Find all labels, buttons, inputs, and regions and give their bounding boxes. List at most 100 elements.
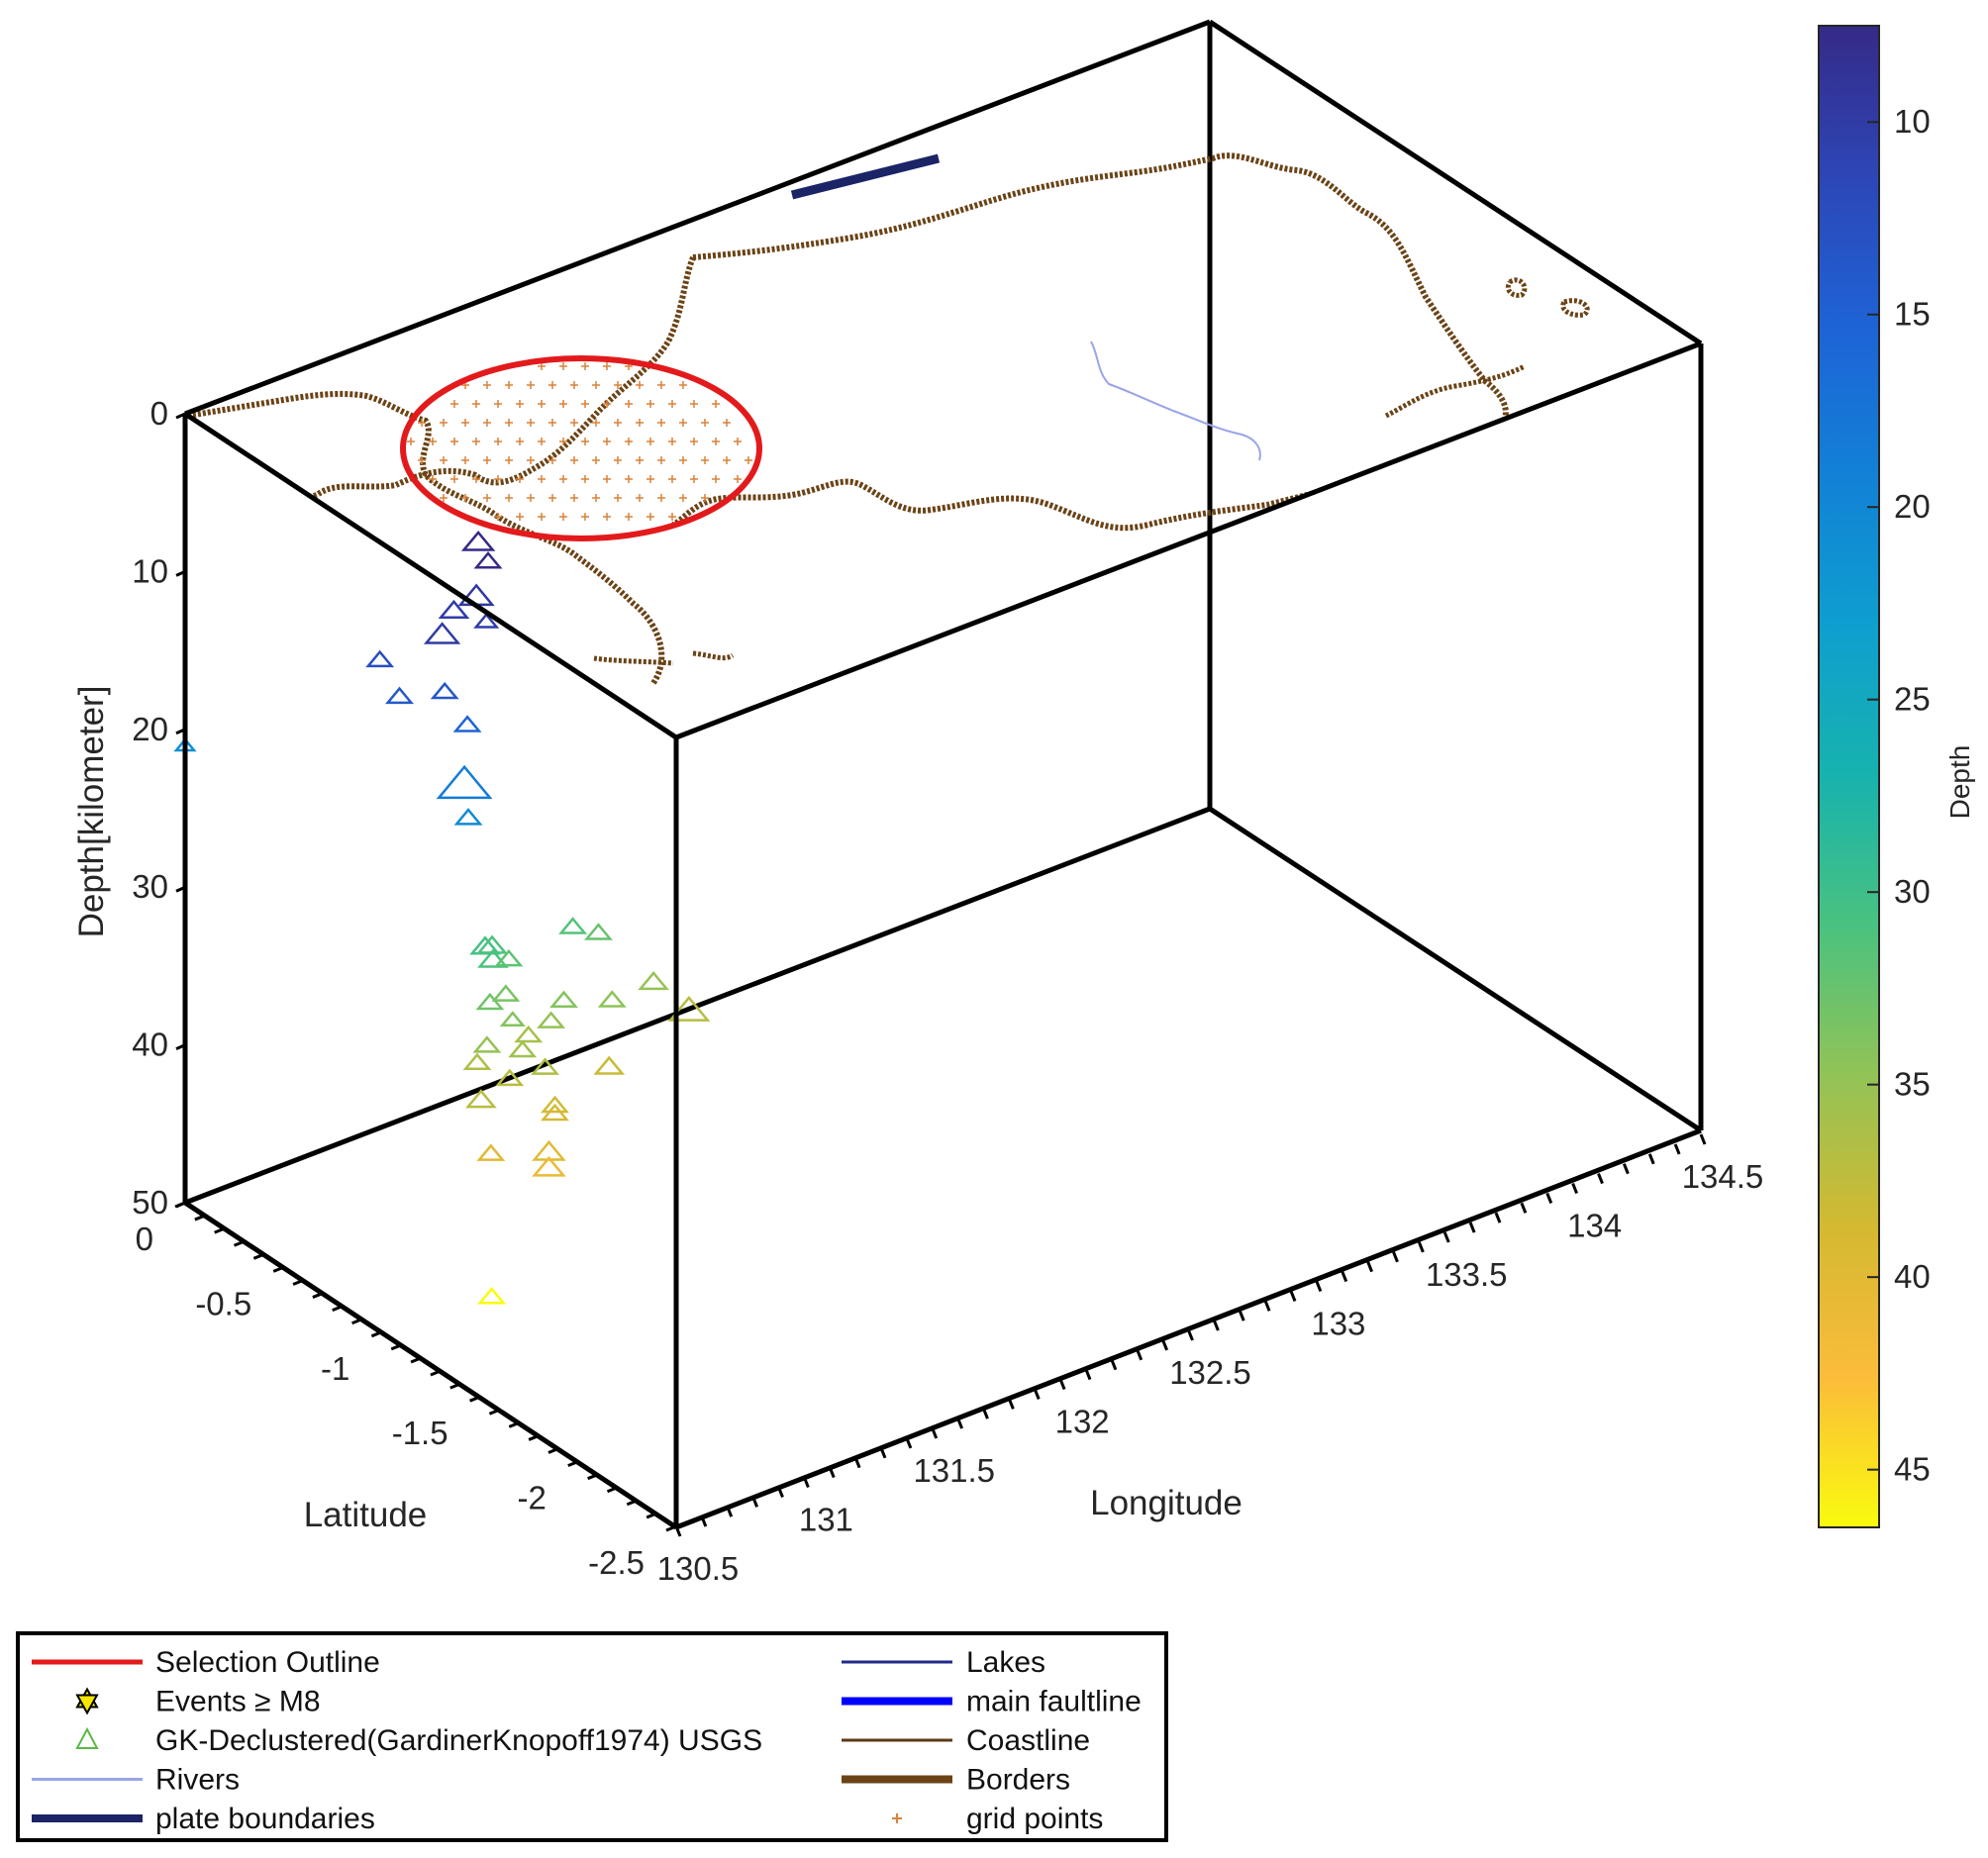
grid-point [559,513,567,521]
x-tick-mark [982,1408,989,1419]
x-tick-mark [1545,1192,1553,1204]
y-tick-label: -2.5 [588,1544,645,1581]
grid-point [483,494,491,502]
z-tick-label: 20 [132,711,168,747]
event-marker-triangle [423,622,461,644]
x-tick-mark [1238,1310,1245,1321]
legend-item: main faultline [842,1686,1142,1718]
grid-point [625,438,633,445]
grid-point [461,456,469,464]
y-tick-mark [292,1279,304,1286]
grid-point [614,494,622,502]
y-tick-label: -0.5 [195,1285,251,1321]
x-tick-mark [1033,1388,1041,1400]
x-tick-mark [1597,1173,1604,1185]
grid-point [701,419,709,427]
colorbar-tick-label: 45 [1894,1451,1931,1488]
y-tick-mark [332,1305,344,1313]
y-tick-label: -2 [517,1480,546,1516]
grid-point [734,438,742,445]
legend-label: Events ≥ M8 [155,1686,321,1718]
grid-point [527,494,535,502]
grid-point [538,400,546,408]
x-tick-mark [802,1476,810,1489]
grid-point [592,419,600,427]
event-marker-triangle [473,612,500,629]
legend-item: plate boundaries [32,1803,375,1835]
y-tick-mark [194,1214,206,1222]
z-tick-label: 0 [150,395,168,432]
grid-point [679,456,687,464]
grid-point [668,400,676,408]
x-tick-mark [1417,1241,1425,1253]
event-marker-triangle [558,917,588,934]
x-tick-label: 134.5 [1682,1158,1764,1195]
x-tick-label: 130.5 [657,1550,740,1587]
x-tick-mark [700,1516,708,1527]
grid-point [548,419,556,427]
event-marker-triangle [476,1143,506,1161]
y-tick-mark [252,1252,264,1260]
x-tick-label: 133 [1311,1306,1365,1342]
grid-point [734,475,742,483]
grid-point [505,419,513,427]
y-tick-mark [272,1266,284,1273]
box-front-edges [182,19,1704,1530]
event-marker-triangle [438,599,470,620]
y-tick-mark [233,1239,246,1247]
legend-box [16,1631,1168,1842]
y-tick-mark [174,1201,186,1209]
legend-item: Rivers [32,1764,240,1797]
grid-point [646,475,654,483]
event-marker-triangle [495,1068,525,1087]
legend-item: grid points [892,1803,1103,1835]
event-marker-triangle [514,1025,544,1043]
grid-point [690,475,698,483]
legend-label: grid points [966,1803,1103,1835]
legend-swatch [75,1694,99,1715]
colorbar-ticks: 10 15 20 25 30 35 40 45 [1867,103,1931,1488]
legend-item: Selection Outline [32,1646,380,1679]
y-tick-mark [351,1318,363,1325]
grid-point [429,438,437,445]
y-axis-title: Latitude [304,1496,428,1534]
grid-point [723,419,731,427]
grid-point [440,419,447,427]
grid-point [603,513,611,521]
legend-label: Borders [966,1764,1070,1797]
grid-point [516,513,524,521]
grid-point [440,456,447,464]
event-marker-triangle [472,1035,502,1053]
z-tick-mark [175,728,186,735]
event-marker-triangle [584,923,613,940]
y-tick-mark [488,1408,500,1416]
event-marker-triangle [549,990,579,1009]
grid-point [636,494,644,502]
x-tick-label: 134 [1567,1208,1622,1244]
event-marker-triangle [462,1052,492,1071]
x-tick-mark [1187,1329,1194,1341]
colorbar-label: Depth [1944,745,1975,820]
event-marker-triangle [532,1155,566,1177]
grid-point [636,419,644,427]
event-marker-triangle [494,948,524,967]
event-marker-triangle [499,1011,526,1027]
grid-point [472,438,480,445]
grid-point [603,362,611,370]
grid-point [527,419,535,427]
grid-point [418,456,426,464]
grid-point [636,456,644,464]
colorbar-tick-label: 20 [1894,488,1931,525]
y-tick-mark [626,1499,638,1507]
event-marker-triangle [436,764,493,800]
y-tick-mark [469,1395,481,1403]
x-tick-mark [1263,1300,1271,1312]
grid-point [472,400,480,408]
event-marker-triangle [457,583,495,607]
x-tick-mark [1212,1320,1220,1331]
event-marker-triangle [537,1011,566,1028]
grid-point [548,381,556,389]
grid-point [538,513,546,521]
box-back-edges [184,22,1703,1206]
grid-point [483,381,491,389]
